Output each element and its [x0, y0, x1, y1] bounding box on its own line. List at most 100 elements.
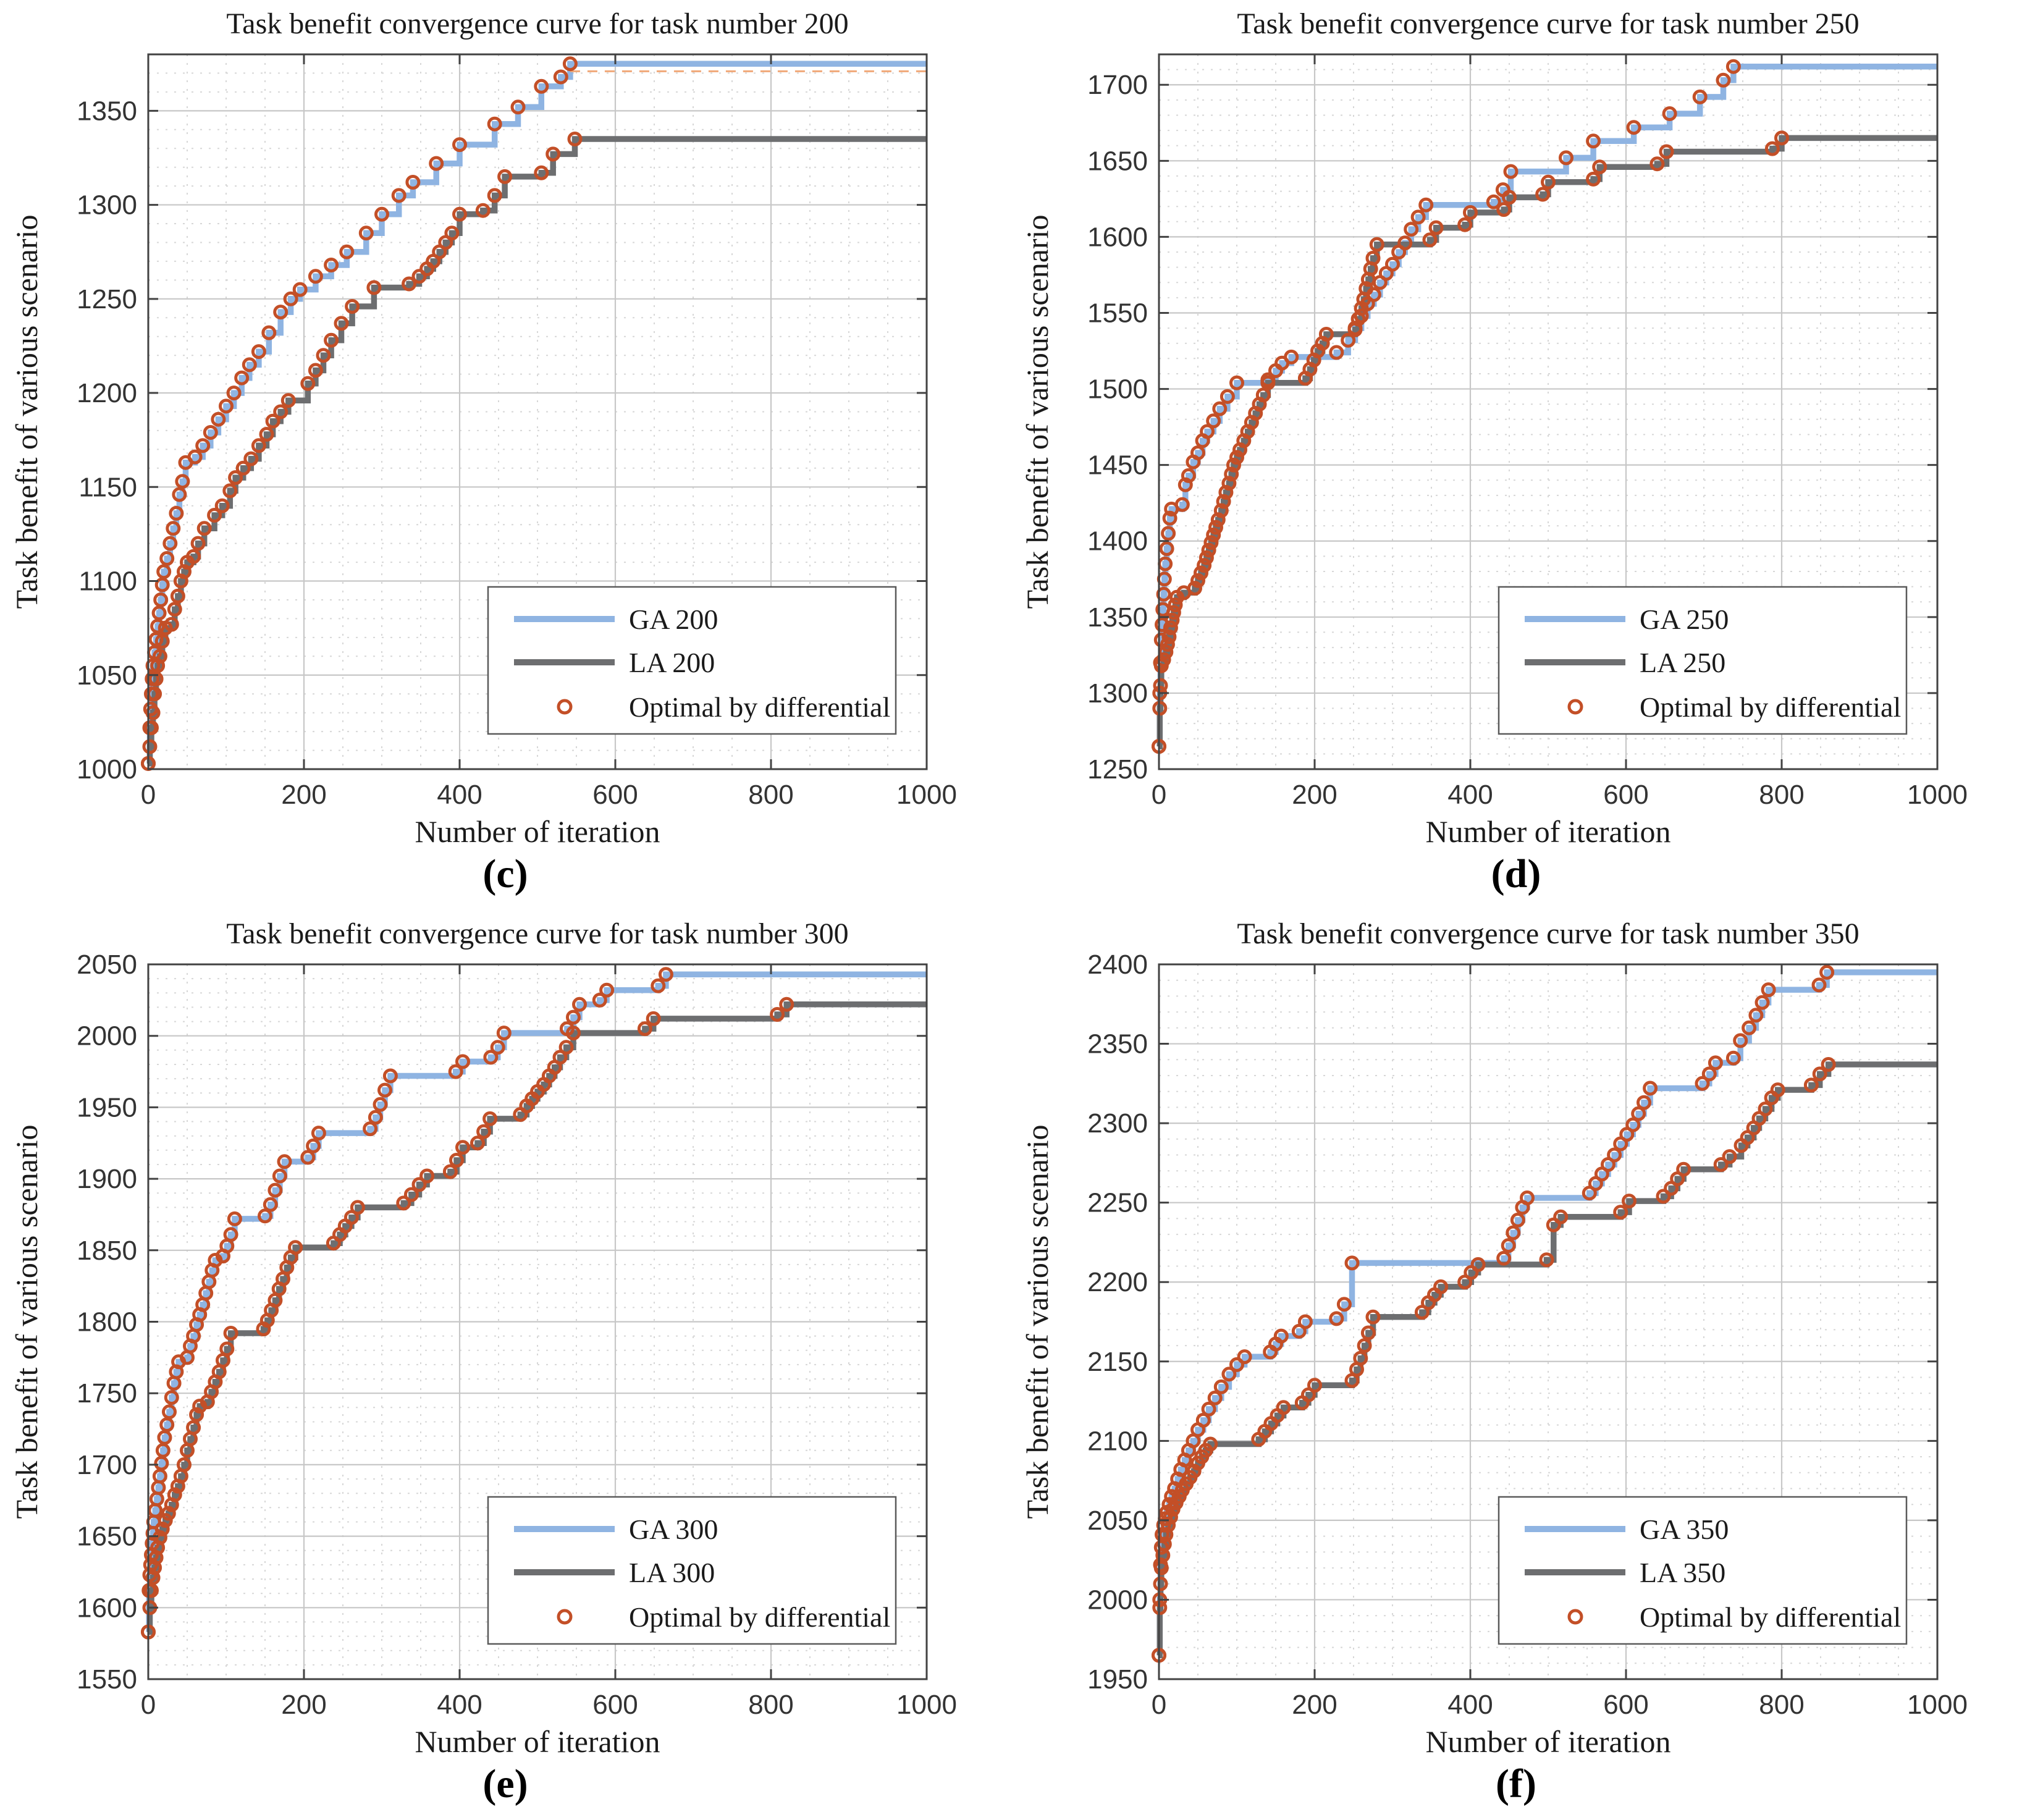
optimal-marker	[1770, 1082, 1785, 1098]
optimal-marker	[1354, 301, 1369, 316]
panel-d: 0 200 400 600 800 1000 1250 1300 1350 1400 1450 150…	[1011, 0, 2021, 910]
optimal-marker	[1592, 159, 1607, 175]
optimal-marker	[1503, 164, 1519, 179]
optimal-marker	[300, 376, 316, 391]
y-tick-label: 2400	[1087, 950, 1148, 980]
optimal-marker	[186, 1420, 201, 1435]
optimal-marker	[259, 427, 274, 442]
optimal-marker	[1428, 220, 1444, 235]
optimal-marker	[1365, 250, 1381, 266]
legend-label: LA 350	[1640, 1557, 1725, 1588]
optimal-marker	[1221, 1367, 1237, 1382]
optimal-marker	[1181, 468, 1196, 483]
y-tick-label: 1500	[1087, 374, 1148, 405]
axis-ticks	[147, 963, 928, 1680]
optimal-marker	[1365, 1309, 1381, 1325]
optimal-marker	[1273, 1328, 1289, 1344]
optimal-marker	[1819, 964, 1835, 980]
y-tick-label: 1650	[1087, 146, 1148, 176]
optimal-marker	[1224, 466, 1239, 482]
optimal-marker	[1535, 187, 1551, 202]
optimal-marker	[280, 393, 296, 408]
optimal-marker	[770, 1007, 785, 1022]
optimal-marker	[148, 671, 164, 686]
optimal-marker	[1433, 1279, 1449, 1294]
legend-optimal-marker	[1567, 1609, 1583, 1625]
legend: GA 300 LA 300 Optimal by differential	[487, 1496, 897, 1645]
optimal-marker	[487, 116, 502, 132]
optimal-marker	[1237, 1349, 1252, 1365]
optimal-marker	[169, 505, 184, 521]
optimal-marker	[170, 588, 185, 604]
x-tick-label: 1000	[1907, 1690, 1968, 1720]
legend-label: GA 300	[629, 1514, 718, 1545]
x-tick-label: 800	[1759, 780, 1804, 810]
plot: 0 200 400 600 800 1000 1950 2000 2050 2100 2150 220…	[1020, 917, 1968, 1759]
optimal-marker	[1161, 1517, 1176, 1533]
optimal-marker	[1160, 637, 1175, 652]
optimal-marker	[283, 291, 298, 306]
caption-f-label: (f)	[1496, 1761, 1536, 1806]
optimal-marker	[227, 1211, 242, 1226]
legend: GA 350 LA 350 Optimal by differential	[1498, 1496, 1908, 1645]
caption-c: (c)	[0, 853, 1011, 910]
plot: 0 200 400 600 800 1000 1250 1300 1350 1400 1450 150…	[1020, 7, 1968, 849]
optimal-marker	[196, 521, 212, 536]
optimal-marker	[651, 978, 666, 993]
optimal-marker	[145, 705, 161, 720]
optimal-marker	[1213, 503, 1229, 518]
optimal-marker	[1307, 1378, 1322, 1393]
x-axis-label: Number of iteration	[415, 814, 660, 849]
x-tick-label: 0	[141, 780, 156, 810]
panel-c: 0 200 400 600 800 1000 1000 1050 1100 1150 1200 125…	[0, 0, 1011, 910]
optimal-marker	[366, 280, 382, 295]
optimal-marker	[1318, 327, 1334, 342]
optimal-marker	[1163, 620, 1178, 636]
optimal-marker	[377, 1082, 392, 1098]
optimal-marker	[1520, 1190, 1535, 1205]
optimal-marker	[1255, 387, 1271, 403]
optimal-marker	[1622, 1194, 1637, 1209]
optimal-marker	[1174, 497, 1190, 512]
y-axis-label: Task benefit of various scenario	[1020, 1125, 1055, 1519]
optimal-marker	[175, 474, 190, 489]
optimal-marker	[374, 206, 389, 222]
optimal-marker	[235, 460, 251, 476]
optimal-marker	[145, 658, 161, 673]
optimal-marker	[152, 1530, 167, 1545]
optimal-marker	[1229, 1357, 1244, 1372]
axis-box	[1158, 53, 1939, 770]
legend-label: GA 200	[629, 604, 718, 635]
y-tick-label: 2000	[1087, 1585, 1148, 1615]
optimal-marker	[1229, 375, 1244, 390]
optimal-marker	[1207, 1390, 1223, 1405]
optimal-marker	[487, 188, 502, 203]
optimal-marker	[242, 357, 257, 373]
optimal-marker	[1208, 520, 1223, 535]
optimal-marker	[1163, 1509, 1178, 1525]
optimal-marker	[558, 1040, 574, 1055]
optimal-marker	[214, 498, 230, 513]
optimal-marker	[1260, 375, 1276, 390]
y-tick-label: 1400	[1087, 526, 1148, 557]
y-tick-label: 1250	[77, 284, 137, 314]
x-axis-label: Number of iteration	[415, 1724, 660, 1759]
optimal-marker	[142, 739, 158, 754]
chart-title: Task benefit convergence curve for task …	[226, 917, 848, 950]
optimal-marker	[1506, 1225, 1521, 1241]
optimal-marker	[150, 658, 166, 673]
optimal-marker	[1341, 332, 1356, 348]
optimal-marker	[1359, 281, 1374, 297]
x-tick-label: 400	[1447, 1690, 1493, 1720]
x-tick-label: 200	[281, 780, 326, 810]
optimal-marker	[308, 363, 323, 378]
optimal-marker	[273, 305, 289, 320]
x-tick-label: 200	[1292, 780, 1337, 810]
legend-label: GA 350	[1640, 1514, 1729, 1545]
optimal-marker	[1708, 1055, 1723, 1071]
optimal-marker	[1695, 1076, 1710, 1091]
y-tick-label: 2050	[77, 950, 137, 980]
optimal-marker	[1336, 1297, 1352, 1312]
panel-f: 0 200 400 600 800 1000 1950 2000 2050 2100 2150 220…	[1011, 910, 2021, 1820]
